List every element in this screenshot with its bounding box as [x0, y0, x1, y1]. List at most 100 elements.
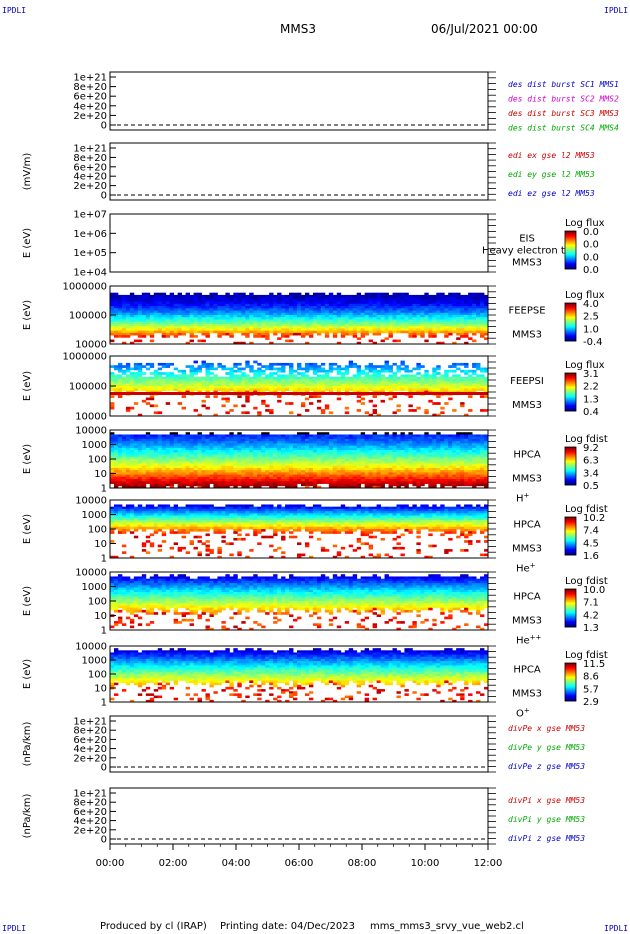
heatmap-cell [480, 379, 485, 382]
heatmap-cell [416, 297, 421, 300]
heatmap-cell [149, 467, 155, 471]
heatmap-cell [408, 454, 413, 458]
heatmap-cell [384, 330, 389, 334]
heatmap-cell [320, 436, 326, 440]
heatmap-cell [177, 467, 183, 471]
heatmap-cell [269, 443, 274, 447]
heatmap-cell [328, 443, 334, 447]
heatmap-cell [261, 452, 266, 455]
heatmap-cell [372, 467, 377, 471]
heatmap-cell [484, 301, 489, 305]
heatmap-cell [165, 299, 171, 303]
heatmap-cell [285, 306, 290, 309]
heatmap-cell [348, 481, 354, 484]
heatmap-cell [372, 434, 377, 438]
heatmap-cell [300, 379, 306, 382]
heatmap-cell [416, 406, 421, 410]
heatmap-cell [269, 472, 274, 476]
heatmap-cell [241, 367, 246, 371]
heatmap-cell [392, 388, 397, 392]
heatmap-cell [388, 456, 393, 460]
heatmap-cell [185, 461, 190, 464]
heatmap-cell [344, 315, 350, 318]
heatmap-cell [289, 312, 294, 316]
heatmap-cell [388, 306, 393, 309]
heatmap-cell [177, 485, 183, 489]
heatmap-cell [249, 479, 254, 482]
heatmap-cell [372, 474, 377, 478]
heatmap-cell [332, 467, 338, 471]
heatmap-cell [161, 294, 167, 298]
heatmap-cell [185, 381, 190, 385]
heatmap-cell [245, 397, 250, 401]
heatmap-cell [221, 310, 226, 314]
heatmap-cell [149, 404, 155, 408]
heatmap-cell [193, 463, 198, 467]
heatmap-cell [269, 438, 274, 442]
heatmap-cell [480, 315, 485, 318]
heatmap-cell [424, 326, 429, 329]
heatmap-cell [257, 443, 262, 447]
heatmap-cell [233, 321, 238, 325]
heatmap-cell [153, 330, 159, 334]
heatmap-cell [249, 369, 254, 373]
heatmap-cell [336, 438, 342, 442]
heatmap-cell [308, 472, 314, 476]
heatmap-cell [213, 308, 218, 311]
heatmap-cell [376, 299, 381, 303]
heatmap-cell [157, 470, 163, 473]
heatmap-cell [269, 362, 274, 366]
heatmap-cell [273, 383, 278, 387]
heatmap-cell [324, 447, 330, 451]
heatmap-cell [169, 326, 175, 329]
heatmap-cell [432, 319, 437, 323]
heatmap-cell [121, 476, 127, 480]
heatmap-cell [372, 390, 377, 394]
heatmap-cell [436, 413, 441, 417]
heatmap-cell [249, 308, 254, 311]
heatmap-cell [364, 461, 370, 464]
colorbar-segment [565, 316, 576, 318]
heatmap-cell [169, 476, 175, 480]
heatmap-cell [464, 301, 469, 305]
heatmap-cell [229, 470, 234, 473]
heatmap-cell [121, 386, 127, 389]
heatmap-cell [197, 297, 202, 300]
heatmap-cell [201, 321, 206, 325]
heatmap-cell [245, 379, 250, 382]
heatmap-cell [376, 386, 381, 389]
heatmap-cell [221, 317, 226, 320]
heatmap-cell [312, 472, 318, 476]
heatmap-cell [376, 467, 381, 471]
heatmap-cell [185, 450, 190, 453]
heatmap-cell [408, 443, 413, 447]
heatmap-cell [205, 323, 210, 327]
heatmap-cell [217, 450, 222, 453]
colorbar-segment [565, 377, 576, 379]
heatmap-cell [113, 443, 119, 447]
heatmap-cell [197, 413, 202, 417]
heatmap-cell [209, 481, 214, 484]
heatmap-cell [201, 299, 206, 303]
heatmap-cell [293, 390, 298, 394]
heatmap-cell [293, 310, 298, 314]
heatmap-cell [241, 485, 246, 489]
heatmap-cell [428, 332, 433, 336]
heatmap-cell [253, 303, 258, 307]
heatmap-cell [400, 381, 405, 385]
heatmap-cell [137, 452, 143, 455]
heatmap-cell [464, 315, 469, 318]
heatmap-cell [408, 321, 413, 325]
heatmap-cell [444, 297, 449, 300]
heatmap-cell [201, 306, 206, 309]
heatmap-cell [229, 434, 234, 438]
colorbar-segment [565, 334, 576, 336]
heatmap-cell [312, 308, 318, 311]
heatmap-cell [213, 443, 218, 447]
heatmap-cell [376, 323, 381, 327]
heatmap-cell [316, 310, 322, 314]
heatmap-cell [209, 441, 214, 444]
heatmap-cell [145, 463, 151, 467]
heatmap-cell [412, 328, 417, 332]
heatmap-cell [181, 294, 186, 298]
